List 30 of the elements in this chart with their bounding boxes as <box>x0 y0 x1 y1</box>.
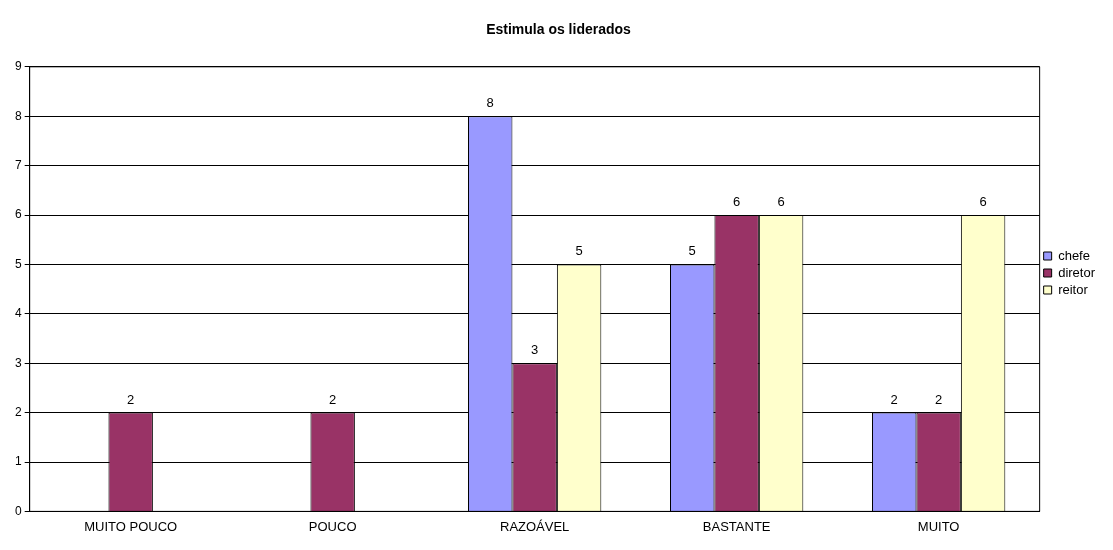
y-tick-label: 5 <box>14 256 22 271</box>
x-tick-label: MUITO POUCO <box>84 518 178 534</box>
data-label: 2 <box>890 391 898 407</box>
x-tick-label: MUITO <box>917 518 960 534</box>
y-tick-label: 4 <box>14 306 22 321</box>
data-label: 8 <box>486 95 494 111</box>
legend-label: diretor <box>1058 264 1096 280</box>
data-label: 5 <box>575 243 583 259</box>
data-label: 6 <box>733 194 741 210</box>
y-tick-label: 1 <box>14 454 22 469</box>
x-tick-label: RAZOÁVEL <box>499 518 570 534</box>
data-label: 6 <box>979 194 987 210</box>
y-tick-label: 7 <box>14 157 22 172</box>
legend-label: chefe <box>1058 247 1090 263</box>
y-tick-label: 8 <box>14 108 22 123</box>
x-tick-label: POUCO <box>308 518 357 534</box>
data-label: 3 <box>531 342 539 358</box>
data-label: 5 <box>688 243 696 259</box>
y-tick-label: 0 <box>14 503 22 518</box>
data-label: 2 <box>329 391 337 407</box>
legend-label: reitor <box>1058 281 1089 297</box>
data-label: 2 <box>127 391 135 407</box>
chart-title: Estimula os liderados <box>486 21 632 38</box>
data-label: 2 <box>935 391 943 407</box>
data-label: 6 <box>777 194 785 210</box>
x-tick-label: BASTANTE <box>702 518 771 534</box>
y-tick-label: 3 <box>14 355 22 370</box>
y-tick-label: 6 <box>14 207 22 222</box>
y-tick-label: 2 <box>14 404 22 419</box>
y-tick-label: 9 <box>14 59 22 74</box>
